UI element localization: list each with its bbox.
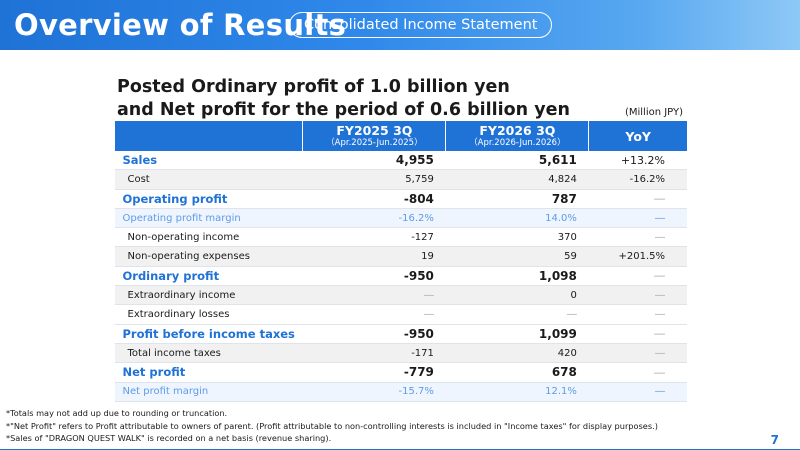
row-fy2025-value: -804 — [302, 189, 446, 209]
row-fy2026-value: 0 — [445, 285, 589, 306]
row-label: Net profit — [114, 362, 303, 383]
row-label: Sales — [114, 151, 303, 171]
row-fy2025-value: -950 — [302, 266, 446, 287]
header-fy2025-period: （Apr.2025-Jun.2025） — [326, 138, 423, 148]
table-row: Net profit margin -15.7% 12.1% ― — [114, 382, 687, 402]
row-yoy-value: ― — [588, 285, 687, 306]
row-label: Cost — [114, 169, 303, 190]
table-row: Ordinary profit -950 1,098 ― — [114, 266, 687, 287]
header-fy2026-period: （Apr.2026-Jun.2026） — [469, 138, 566, 148]
row-yoy-value: -16.2% — [588, 169, 687, 190]
row-fy2025-value: -15.7% — [302, 382, 446, 402]
row-fy2026-value: 5,611 — [445, 151, 589, 171]
row-fy2025-value: -779 — [302, 362, 446, 383]
header-yoy-title: YoY — [625, 128, 651, 144]
income-statement-table: FY2025 3Q （Apr.2025-Jun.2025） FY2026 3Q … — [113, 121, 687, 402]
table-row: Profit before income taxes -950 1,099 ― — [114, 324, 687, 344]
header-fy2025-title: FY2025 3Q — [336, 123, 413, 138]
row-fy2026-value: 420 — [445, 343, 589, 364]
table-row: Net profit -779 678 ― — [114, 362, 687, 383]
unit-label: (Million JPY) — [624, 107, 683, 118]
row-label: Extraordinary income — [114, 285, 303, 306]
row-fy2025-value: -171 — [302, 343, 446, 364]
headline-line-1: Posted Ordinary profit of 1.0 billion ye… — [117, 77, 510, 97]
header-fy2026-title: FY2026 3Q — [479, 123, 556, 138]
headline: Posted Ordinary profit of 1.0 billion ye… — [117, 76, 570, 122]
row-fy2026-value: 59 — [445, 246, 589, 267]
table-row: Sales 4,955 5,611 +13.2% — [114, 151, 687, 171]
section-tag: Consolidated Income Statement — [289, 12, 553, 38]
row-fy2025-value: -950 — [302, 324, 446, 344]
table-header-row: FY2025 3Q （Apr.2025-Jun.2025） FY2026 3Q … — [113, 121, 687, 151]
row-yoy-value: ― — [588, 304, 687, 325]
footnote: *Totals may not add up due to rounding o… — [6, 408, 228, 418]
row-fy2025-value: -127 — [302, 227, 446, 248]
headline-line-2: and Net profit for the period of 0.6 bil… — [117, 100, 570, 120]
table-row: Total income taxes -171 420 ― — [114, 343, 687, 364]
row-fy2026-value: 14.0% — [445, 208, 589, 229]
row-fy2025-value: ― — [302, 304, 446, 325]
row-fy2026-value: 370 — [445, 227, 589, 248]
row-fy2025-value: 4,955 — [302, 151, 446, 171]
row-fy2026-value: 1,099 — [445, 324, 589, 344]
header-yoy: YoY — [588, 121, 687, 151]
row-fy2025-value: ― — [302, 285, 446, 306]
table-row: Operating profit -804 787 ― — [114, 189, 687, 209]
table-row: Operating profit margin -16.2% 14.0% ― — [114, 208, 687, 229]
header-blank-cell — [113, 121, 303, 151]
title-banner: Overview of Results Consolidated Income … — [0, 0, 800, 50]
row-label: Ordinary profit — [114, 266, 303, 287]
row-label: Non-operating income — [114, 227, 303, 248]
row-fy2026-value: ― — [445, 304, 589, 325]
footnote: *Sales of "DRAGON QUEST WALK" is recorde… — [6, 433, 332, 443]
row-label: Total income taxes — [114, 343, 303, 364]
row-fy2026-value: 4,824 — [445, 169, 589, 190]
row-fy2026-value: 12.1% — [445, 382, 589, 402]
table-row: Extraordinary losses ― ― ― — [114, 304, 687, 325]
row-fy2026-value: 678 — [445, 362, 589, 383]
table-row: Non-operating expenses 19 59 +201.5% — [114, 246, 687, 267]
row-fy2025-value: -16.2% — [302, 208, 446, 229]
row-label: Extraordinary losses — [114, 304, 303, 325]
row-yoy-value: ― — [588, 227, 687, 248]
row-yoy-value: ― — [588, 266, 687, 287]
row-fy2025-value: 19 — [302, 246, 446, 267]
table-row: Cost 5,759 4,824 -16.2% — [114, 169, 687, 190]
row-yoy-value: ― — [588, 208, 687, 229]
row-label: Operating profit margin — [114, 208, 303, 229]
row-yoy-value: +13.2% — [588, 151, 687, 171]
header-fy2026: FY2026 3Q （Apr.2026-Jun.2026） — [445, 121, 589, 151]
row-yoy-value: +201.5% — [588, 246, 687, 267]
row-yoy-value: ― — [588, 189, 687, 209]
header-fy2025: FY2025 3Q （Apr.2025-Jun.2025） — [302, 121, 446, 151]
row-fy2025-value: 5,759 — [302, 169, 446, 190]
row-label: Non-operating expenses — [114, 246, 303, 267]
row-yoy-value: ― — [588, 343, 687, 364]
row-label: Net profit margin — [114, 382, 303, 402]
row-yoy-value: ― — [588, 362, 687, 383]
row-label: Profit before income taxes — [114, 324, 303, 344]
row-label: Operating profit — [114, 189, 303, 209]
table-row: Extraordinary income ― 0 ― — [114, 285, 687, 306]
row-yoy-value: ― — [588, 382, 687, 402]
row-yoy-value: ― — [588, 324, 687, 344]
table-row: Non-operating income -127 370 ― — [114, 227, 687, 248]
row-fy2026-value: 1,098 — [445, 266, 589, 287]
footnote: *"Net Profit" refers to Profit attributa… — [6, 420, 658, 431]
footnotes: *Totals may not add up due to rounding o… — [6, 407, 658, 445]
page-number: 7 — [770, 433, 779, 447]
row-fy2026-value: 787 — [445, 189, 589, 209]
